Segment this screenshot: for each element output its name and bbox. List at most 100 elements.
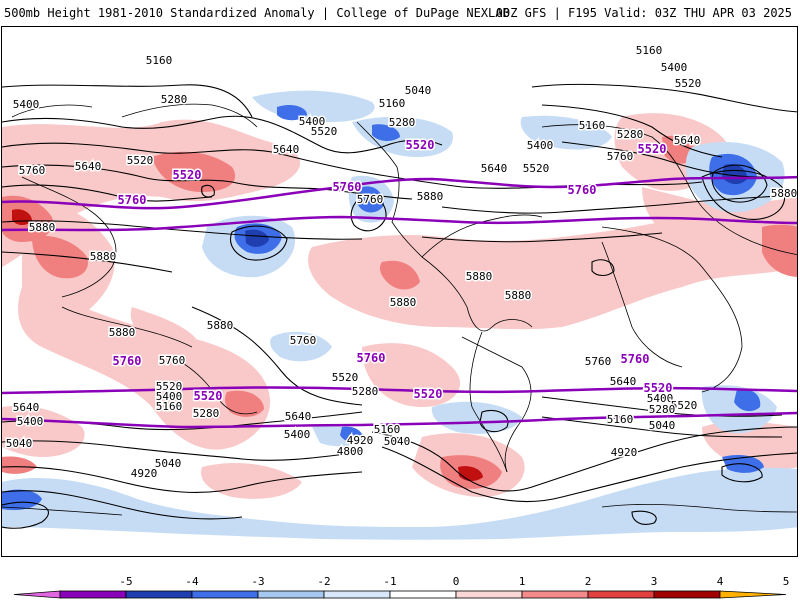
reference-contour-label: 5520 xyxy=(406,138,435,152)
contour-label: 5400 xyxy=(284,428,311,441)
contour-label: 5400 xyxy=(156,390,183,403)
contour-label: 5880 xyxy=(466,270,493,283)
reference-contours xyxy=(2,175,797,429)
contour-label: 5760 xyxy=(159,354,186,367)
contour-label: 5880 xyxy=(390,296,417,309)
contour-label: 5400 xyxy=(661,61,688,74)
contour-label: 5760 xyxy=(607,150,634,163)
contour-label: 5520 xyxy=(523,162,550,175)
contour-label: 5880 xyxy=(771,187,798,200)
reference-contour-label: 5520 xyxy=(644,381,673,395)
colorbar-tick-label: 3 xyxy=(651,575,658,588)
contour-label: 5280 xyxy=(193,407,220,420)
contour-label: 5880 xyxy=(505,289,532,302)
contour-label: 5280 xyxy=(617,128,644,141)
contour-label: 5520 xyxy=(127,154,154,167)
contour-label: 5760 xyxy=(585,355,612,368)
colorbar-tick-label: -1 xyxy=(383,575,396,588)
contour-label: 5760 xyxy=(19,164,46,177)
contour-label: 5880 xyxy=(109,326,136,339)
contour-label: 5520 xyxy=(156,380,183,393)
contour-label: 5160 xyxy=(579,119,606,132)
contour-label: 5400 xyxy=(13,98,40,111)
contour-label: 5040 xyxy=(6,437,33,450)
colorbar-tick-label: -2 xyxy=(317,575,330,588)
contour-label: 4920 xyxy=(131,467,158,480)
colorbar-tick-label: 5 xyxy=(783,575,790,588)
colorbar-tick-label: -5 xyxy=(119,575,132,588)
contour-label: 5040 xyxy=(405,84,432,97)
contour-label: 5160 xyxy=(636,44,663,57)
colorbar-segment xyxy=(455,590,523,599)
positive-anomaly-fills xyxy=(2,113,797,499)
contour-label: 5400 xyxy=(647,392,674,405)
contour-label: 5040 xyxy=(649,419,676,432)
contour-label: 5160 xyxy=(607,413,634,426)
contour-label: 5280 xyxy=(352,385,379,398)
contour-label: 5640 xyxy=(610,375,637,388)
reference-contour-label: 5760 xyxy=(118,193,147,207)
contour-label: 5520 xyxy=(675,77,702,90)
reference-contour-label: 5760 xyxy=(357,351,386,365)
contour-label: 5160 xyxy=(374,423,401,436)
contour-label: 5400 xyxy=(299,115,326,128)
contour-label: 5640 xyxy=(13,401,40,414)
contour-label: 5640 xyxy=(674,134,701,147)
colorbar-segment xyxy=(59,590,127,599)
reference-contour-label: 5760 xyxy=(568,183,597,197)
contour-label: 4920 xyxy=(347,434,374,447)
contour-label: 5880 xyxy=(417,190,444,203)
colorbar-segment xyxy=(13,590,61,599)
colorbar-segment xyxy=(389,590,457,599)
contour-label: 5280 xyxy=(389,116,416,129)
colorbar-segment xyxy=(587,590,655,599)
contour-label: 5040 xyxy=(155,457,182,470)
contour-label: 5400 xyxy=(17,415,44,428)
contour-label: 5760 xyxy=(290,334,317,347)
reference-contour-label: 5520 xyxy=(638,142,667,156)
contour-label: 5640 xyxy=(481,162,508,175)
colorbar-segment xyxy=(323,590,391,599)
contour-label: 4800 xyxy=(337,445,364,458)
anomaly-map: 5160 5400 5280 5160 5040 5280 5400 5520 5640 5520… xyxy=(1,26,798,557)
contour-label: 5640 xyxy=(273,143,300,156)
contour-label: 5280 xyxy=(649,403,676,416)
contour-label: 5880 xyxy=(90,250,117,263)
reference-contour-label: 5520 xyxy=(414,387,443,401)
colorbar-segment xyxy=(521,590,589,599)
contour-label: 5160 xyxy=(156,400,183,413)
colorbar-tick-label: 0 xyxy=(453,575,460,588)
colorbar-segment xyxy=(191,590,259,599)
contour-label: 5160 xyxy=(379,97,406,110)
contour-label: 4920 xyxy=(611,446,638,459)
contour-label: 5520 xyxy=(332,371,359,384)
contour-label: 5880 xyxy=(29,221,56,234)
colorbar-segment xyxy=(125,590,193,599)
model-valid-time: 00Z GFS | F195 Valid: 03Z THU APR 03 202… xyxy=(495,6,792,20)
colorbar-tick-label: -4 xyxy=(185,575,199,588)
coastlines xyxy=(2,103,797,516)
contour-label: 5280 xyxy=(161,93,188,106)
contour-label: 5160 xyxy=(146,54,173,67)
colorbar-ticks: -5 -4 -3 -2 -1 0 1 2 3 4 5 xyxy=(119,575,789,588)
reference-contour-label: 5760 xyxy=(113,354,142,368)
contour-label: 5520 xyxy=(311,125,338,138)
contour-label: 5640 xyxy=(75,160,102,173)
map-title: 500mb Height 1981-2010 Standardized Anom… xyxy=(4,6,510,20)
colorbar-tick-label: -3 xyxy=(251,575,264,588)
colorbar-tick-label: 1 xyxy=(519,575,526,588)
colorbar-segment xyxy=(653,590,721,599)
contour-label: 5880 xyxy=(207,319,234,332)
anomaly-colorbar: -5 -4 -3 -2 -1 0 1 2 3 4 5 xyxy=(13,575,789,599)
contour-label: 5520 xyxy=(671,399,698,412)
reference-contour-label: 5760 xyxy=(621,352,650,366)
contour-label: 5760 xyxy=(357,193,384,206)
contour-label: 5640 xyxy=(285,410,312,423)
reference-contour-label: 5760 xyxy=(333,180,362,194)
contour-label: 5400 xyxy=(527,139,554,152)
colorbar-tick-label: 2 xyxy=(585,575,592,588)
reference-contour-label: 5520 xyxy=(173,168,202,182)
